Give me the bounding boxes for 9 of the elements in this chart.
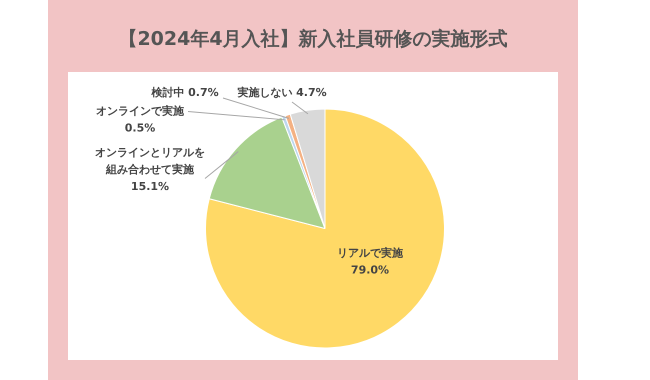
data-label: 15.1% (130, 180, 170, 193)
slice-label: 実施しない 4.7% (236, 86, 327, 99)
slice-label: リアルで実施 (337, 246, 404, 260)
chart-title: 【2024年4月入社】新入社員研修の実施形式 (117, 27, 509, 52)
data-label: 79.0% (350, 263, 390, 276)
slice-label: 検討中 0.7% (150, 86, 219, 99)
data-label: 0.5% (124, 121, 156, 134)
slice-label: オンラインで実施 (96, 104, 185, 118)
slice-label: オンラインとリアルを組み合わせて実施 (95, 146, 205, 176)
